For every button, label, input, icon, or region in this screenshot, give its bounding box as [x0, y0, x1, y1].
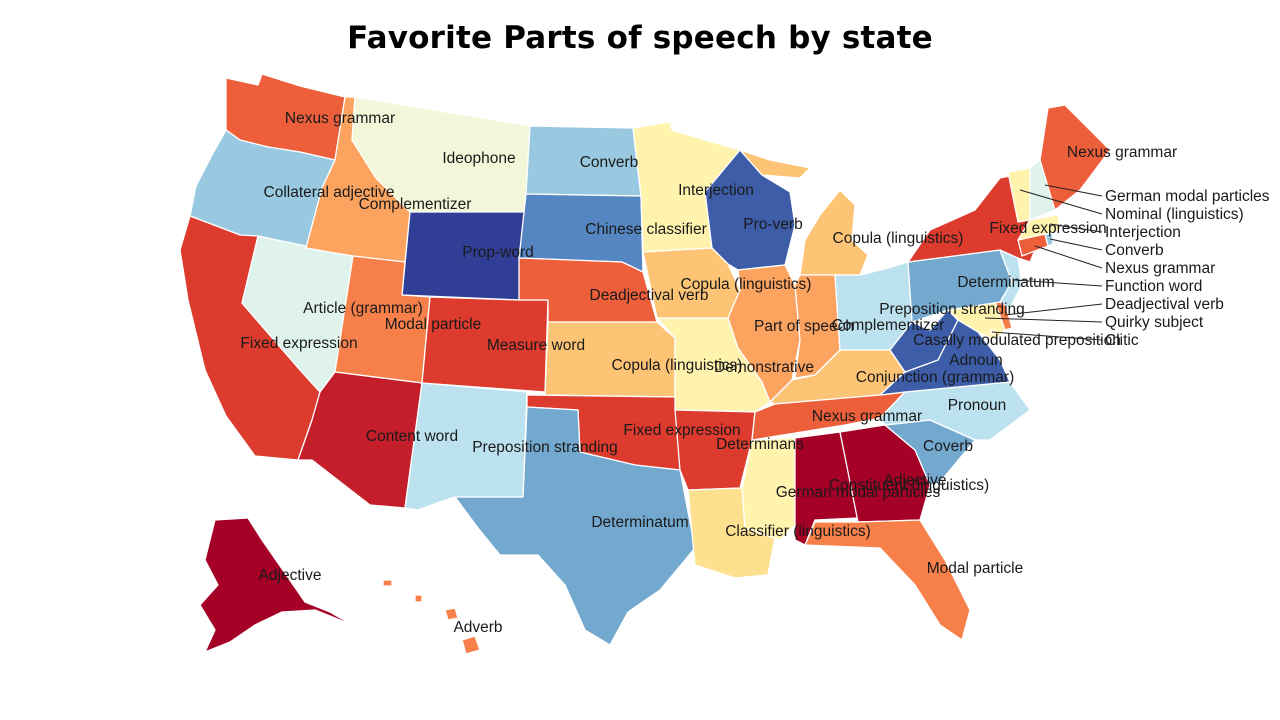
label-me: Nexus grammar: [1067, 144, 1177, 161]
state-ak[interactable]: [200, 518, 358, 652]
label-ut: Modal particle: [385, 316, 482, 333]
label-ar: Determinans: [716, 436, 804, 453]
label-id: Complementizer: [359, 196, 472, 213]
label-co: Measure word: [487, 337, 585, 354]
label-ky: Conjunction (grammar): [856, 369, 1015, 386]
callout-ma: Interjection: [1105, 224, 1181, 241]
callout-ct: Nexus grammar: [1105, 260, 1215, 277]
label-mi: Copula (linguistics): [833, 230, 964, 247]
label-ia: Copula (linguistics): [681, 276, 812, 293]
label-nc: Pronoun: [948, 397, 1007, 414]
callout-vt: Nominal (linguistics): [1105, 206, 1244, 223]
label-pa: Determinatum: [957, 274, 1054, 291]
label-la: Classifier (linguistics): [725, 523, 871, 540]
label-sc: Coverb: [923, 438, 973, 455]
label-sd: Chinese classifier: [585, 221, 706, 238]
label-ak: Adjective: [259, 567, 322, 584]
label-mn: Interjection: [678, 182, 754, 199]
label-mo: Demonstrative: [714, 359, 814, 376]
leader-ri: [1050, 239, 1102, 250]
label-nd: Converb: [580, 154, 639, 171]
label-mt: Ideophone: [442, 150, 515, 167]
label-ga: Adjective: [884, 472, 947, 489]
callout-labels: German modal particles Nominal (linguist…: [1105, 188, 1270, 349]
callout-nj: Function word: [1105, 278, 1202, 295]
label-tx: Determinatum: [591, 514, 688, 531]
label-fl: Modal particle: [927, 560, 1024, 577]
label-wv: Casally modulated preposition: [913, 332, 1121, 349]
callout-ri: Converb: [1105, 242, 1164, 259]
callout-dc: Clitic: [1105, 332, 1139, 349]
label-wy: Prop-word: [462, 244, 534, 261]
label-hi: Adverb: [453, 619, 502, 636]
label-oh: Preposition stranding: [879, 301, 1025, 318]
state-hi[interactable]: [383, 580, 480, 654]
leader-ct: [1035, 246, 1102, 268]
label-wi: Pro-verb: [743, 216, 802, 233]
label-va: Adnoun: [949, 352, 1002, 369]
label-wa: Nexus grammar: [285, 110, 395, 127]
callout-md: Quirky subject: [1105, 314, 1204, 331]
label-nv: Article (grammar): [303, 300, 423, 317]
callout-de: Deadjectival verb: [1105, 296, 1224, 313]
label-tn: Nexus grammar: [812, 408, 922, 425]
label-nm: Preposition stranding: [472, 439, 618, 456]
label-az: Content word: [366, 428, 458, 445]
label-ny: Fixed expression: [989, 220, 1106, 237]
callout-nh: German modal particles: [1105, 188, 1270, 205]
label-ca: Fixed expression: [240, 335, 357, 352]
